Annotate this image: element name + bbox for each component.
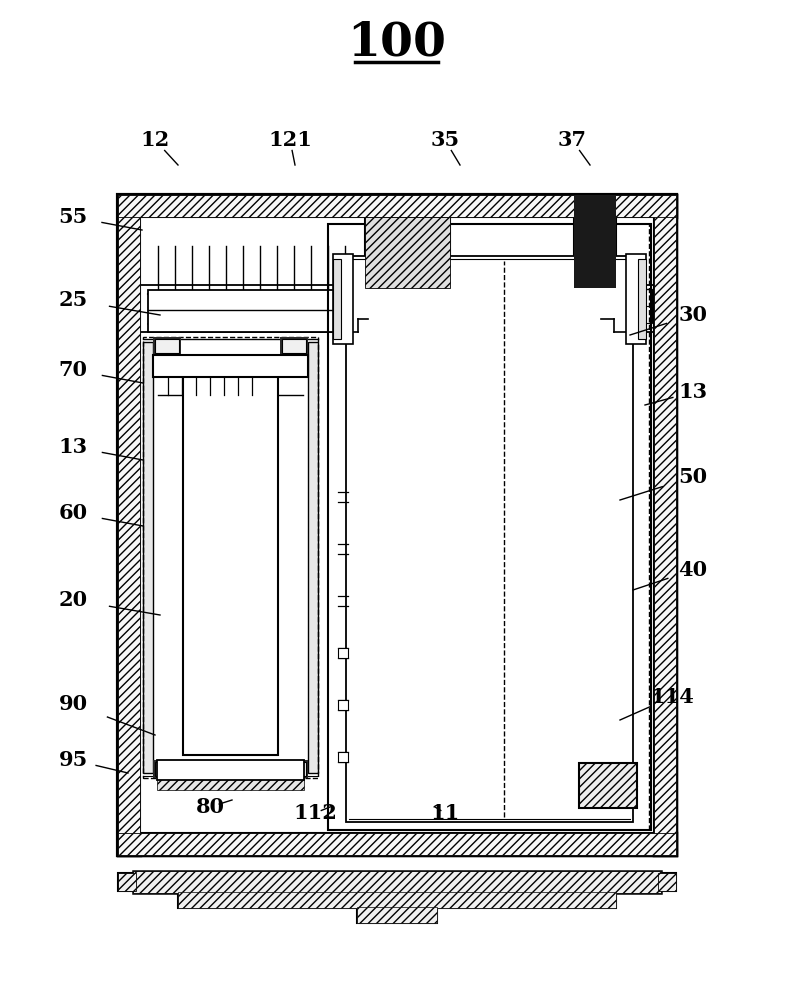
- Text: 13: 13: [678, 382, 707, 402]
- Text: 50: 50: [678, 467, 707, 487]
- Bar: [619, 289, 652, 307]
- Text: 60: 60: [59, 503, 87, 523]
- Bar: [338, 648, 348, 658]
- Bar: [357, 907, 437, 923]
- Bar: [118, 195, 676, 217]
- Text: 80: 80: [195, 797, 225, 817]
- Bar: [118, 833, 676, 855]
- Bar: [280, 760, 308, 778]
- Text: 20: 20: [59, 590, 87, 610]
- Bar: [118, 195, 676, 217]
- Bar: [626, 254, 646, 344]
- Bar: [333, 254, 353, 344]
- Text: 30: 30: [679, 305, 707, 325]
- Text: 35: 35: [430, 130, 460, 150]
- Text: 114: 114: [650, 687, 694, 707]
- Text: 112: 112: [293, 803, 337, 823]
- Bar: [157, 778, 304, 790]
- Bar: [155, 339, 179, 353]
- Bar: [579, 763, 637, 808]
- Bar: [658, 873, 676, 891]
- Bar: [118, 195, 140, 855]
- Bar: [338, 752, 348, 762]
- Bar: [280, 337, 308, 355]
- Bar: [148, 290, 353, 332]
- Text: 13: 13: [59, 437, 87, 457]
- Bar: [143, 342, 153, 773]
- Bar: [183, 358, 278, 755]
- Bar: [638, 259, 646, 339]
- Bar: [365, 217, 450, 288]
- Bar: [574, 195, 616, 288]
- Bar: [118, 873, 136, 891]
- Bar: [153, 760, 181, 778]
- Bar: [574, 195, 616, 288]
- Bar: [178, 892, 616, 908]
- Text: 70: 70: [59, 360, 87, 380]
- Text: 95: 95: [59, 750, 87, 770]
- Text: 40: 40: [678, 560, 707, 580]
- Bar: [133, 871, 661, 893]
- Bar: [328, 224, 651, 830]
- Bar: [153, 337, 181, 355]
- Bar: [654, 195, 676, 855]
- Bar: [357, 907, 437, 923]
- Bar: [658, 873, 676, 891]
- Bar: [118, 195, 140, 855]
- Bar: [155, 762, 179, 776]
- Bar: [282, 339, 306, 353]
- Text: 25: 25: [59, 290, 87, 310]
- Bar: [654, 195, 676, 855]
- Text: 55: 55: [59, 207, 87, 227]
- Bar: [282, 762, 306, 776]
- Bar: [140, 217, 654, 833]
- Bar: [576, 252, 614, 264]
- Bar: [118, 873, 136, 891]
- Text: 11: 11: [430, 803, 460, 823]
- Bar: [133, 871, 661, 893]
- Bar: [626, 306, 652, 323]
- Bar: [178, 892, 616, 908]
- Bar: [365, 217, 450, 288]
- Bar: [157, 760, 304, 780]
- Text: 37: 37: [557, 130, 587, 150]
- Bar: [346, 256, 633, 822]
- Text: 121: 121: [268, 130, 312, 150]
- Bar: [338, 700, 348, 710]
- Bar: [453, 295, 483, 337]
- Text: 12: 12: [141, 130, 170, 150]
- Bar: [370, 287, 445, 305]
- Bar: [576, 267, 614, 282]
- Text: 100: 100: [348, 19, 446, 65]
- Bar: [153, 355, 308, 377]
- Bar: [333, 259, 341, 339]
- Bar: [118, 195, 676, 855]
- Bar: [143, 337, 318, 778]
- Bar: [579, 763, 637, 808]
- Bar: [308, 342, 318, 773]
- Text: 90: 90: [59, 694, 87, 714]
- Bar: [118, 833, 676, 855]
